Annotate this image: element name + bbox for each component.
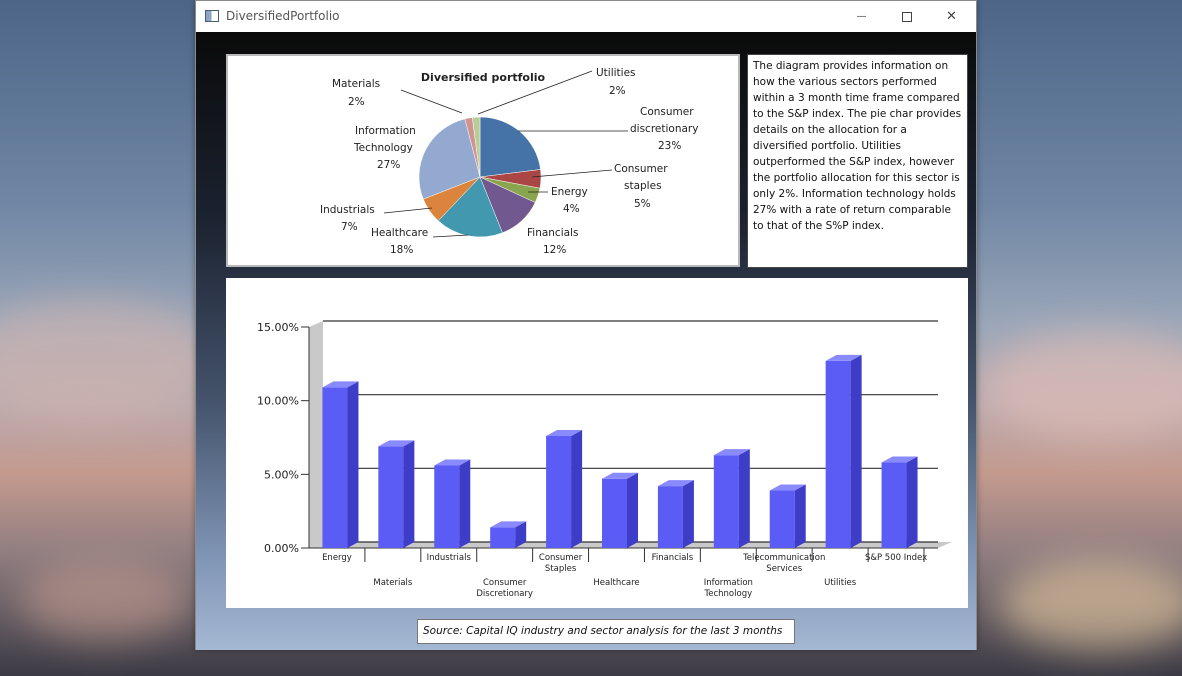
source-caption: Source: Capital IQ industry and sector a… xyxy=(417,619,795,644)
y-tick-label: 0.00% xyxy=(264,542,299,555)
x-category-label: Healthcare xyxy=(593,578,639,588)
window-title: DiversifiedPortfolio xyxy=(226,9,340,23)
pie-pct-consumer-discretionary: 23% xyxy=(658,140,681,152)
x-category-label: Discretionary xyxy=(476,589,533,599)
bar-financials xyxy=(657,480,694,548)
bar-consumer-discretionary xyxy=(490,521,527,548)
pie-slice-healthcare xyxy=(437,176,503,238)
close-icon: ✕ xyxy=(946,9,957,24)
pie-slice-information-technology xyxy=(418,118,481,200)
y-tick-label: 10.00% xyxy=(257,395,299,408)
x-category-label: Industrials xyxy=(427,553,472,563)
pie-pct-utilities: 2% xyxy=(609,85,626,97)
client-area: Diversified portfolio Materials 2% Utili… xyxy=(196,32,976,650)
pie-label-consumer-staples-1: Consumer xyxy=(614,163,668,175)
x-category-label: Financials xyxy=(652,553,694,563)
bar-utilities xyxy=(825,354,862,548)
pie-pct-energy: 4% xyxy=(563,203,580,215)
app-window: DiversifiedPortfolio — ✕ Diversified por… xyxy=(195,0,977,650)
bar-chart: 0.00% 5.00% 10.00% 15.00% Energy Materials Ind… xyxy=(257,320,952,599)
leader-line-healthcare xyxy=(432,234,469,238)
pie-label-industrials: Industrials xyxy=(320,204,375,216)
description-panel: The diagram provides information on how … xyxy=(747,54,968,268)
x-category-label: Energy xyxy=(322,553,352,563)
leader-line-industrials xyxy=(383,207,433,214)
bar-telecommunication-services xyxy=(769,484,806,548)
pie-slice-utilities xyxy=(472,116,481,178)
pie-pct-materials: 2% xyxy=(348,96,365,108)
maximize-button[interactable] xyxy=(884,1,929,32)
y-tick-label: 15.00% xyxy=(257,321,299,334)
chart-side-wall xyxy=(309,321,323,548)
leader-line-utilities xyxy=(477,70,593,115)
minimize-icon: — xyxy=(856,11,867,22)
bar-consumer-staples xyxy=(546,430,583,548)
pie-chart-panel: Diversified portfolio Materials 2% Utili… xyxy=(226,54,740,267)
leader-line-materials xyxy=(400,89,463,114)
pie-label-consumer-discretionary-1: Consumer xyxy=(640,106,694,118)
app-icon xyxy=(205,10,219,22)
pie-pct-information-technology: 27% xyxy=(377,159,400,171)
pie-pct-consumer-staples: 5% xyxy=(634,198,651,210)
x-category-label: Utilities xyxy=(824,578,857,588)
x-category-label: Technology xyxy=(704,589,753,599)
leader-line-consumer-staples xyxy=(531,169,613,178)
description-text: The diagram provides information on how … xyxy=(753,60,962,232)
pie-label-healthcare: Healthcare xyxy=(371,227,428,239)
y-tick-label: 5.00% xyxy=(264,468,299,481)
bar-industrials xyxy=(434,459,471,548)
title-bar[interactable]: DiversifiedPortfolio — ✕ xyxy=(196,1,976,32)
minimize-button[interactable]: — xyxy=(839,1,884,32)
pie-chart: Diversified portfolio Materials 2% Utili… xyxy=(320,67,698,256)
bar-healthcare xyxy=(602,472,638,548)
pie-label-utilities: Utilities xyxy=(596,67,636,79)
bar-s-p-500-index xyxy=(881,456,918,548)
pie-pct-healthcare: 18% xyxy=(390,244,413,256)
x-category-label: S&P 500 Index xyxy=(865,553,927,563)
x-category-label: Materials xyxy=(373,578,413,588)
pie-label-information-technology-2: Technology xyxy=(353,142,413,154)
pie-slice-consumer-discretionary xyxy=(479,116,541,178)
x-category-label: Information xyxy=(704,578,753,588)
bar-materials xyxy=(378,440,415,548)
maximize-icon xyxy=(901,11,912,22)
pie-pct-financials: 12% xyxy=(543,244,566,256)
pie-pct-industrials: 7% xyxy=(341,221,358,233)
pie-label-consumer-discretionary-2: discretionary xyxy=(630,123,698,135)
x-category-label: Telecommunication xyxy=(742,553,825,563)
pie-label-consumer-staples-2: staples xyxy=(624,180,662,192)
x-category-label: Services xyxy=(766,564,802,574)
x-category-label: Staples xyxy=(545,564,577,574)
bar-energy xyxy=(322,381,359,548)
pie-label-materials: Materials xyxy=(332,78,380,90)
close-button[interactable]: ✕ xyxy=(929,1,974,32)
pie-label-energy: Energy xyxy=(551,186,588,198)
pie-title: Diversified portfolio xyxy=(421,71,546,84)
pie-label-financials: Financials xyxy=(527,227,578,239)
bar-information-technology xyxy=(713,449,750,548)
bar-chart-panel: 0.00% 5.00% 10.00% 15.00% Energy Materials Ind… xyxy=(226,278,968,608)
x-category-label: Consumer xyxy=(483,578,527,588)
x-category-label: Consumer xyxy=(539,553,583,563)
pie-label-information-technology-1: Information xyxy=(355,125,416,137)
